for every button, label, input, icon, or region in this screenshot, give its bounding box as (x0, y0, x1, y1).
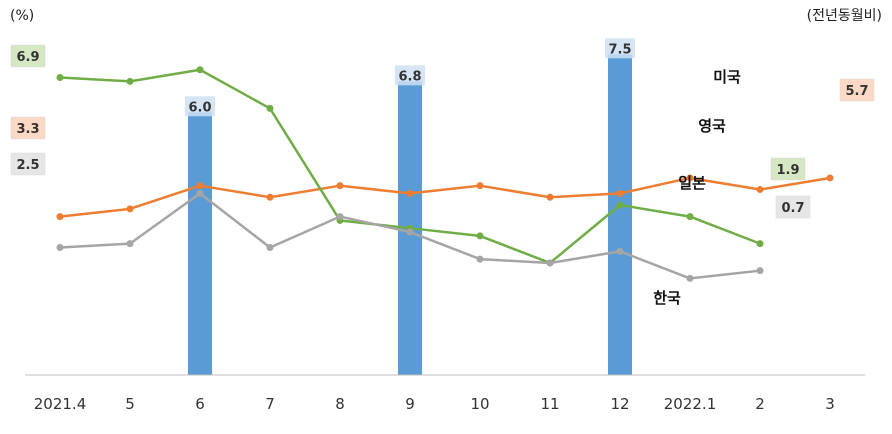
x-tick-label: 3 (825, 395, 835, 413)
point-series1-2022-1 (686, 213, 694, 221)
x-tick-label: 11 (540, 395, 559, 413)
point-series1-6 (196, 66, 204, 74)
point-series0-6 (196, 182, 204, 190)
bar-label-box-12 (605, 38, 635, 59)
x-tick-label: 2021.4 (34, 395, 87, 413)
data-label-box (10, 152, 46, 176)
series-name-label: 영국 (698, 117, 726, 135)
point-series0-11 (546, 193, 554, 201)
point-series2-2022-1 (686, 274, 694, 282)
series-name-label-korea: 한국 (653, 289, 681, 307)
point-series1-7 (266, 104, 274, 112)
point-series2-6 (196, 189, 204, 197)
data-label-3: 5.7 (845, 84, 868, 99)
point-series1-12 (616, 201, 624, 209)
bar-label-box-9 (395, 65, 425, 86)
point-series2-9 (406, 228, 414, 236)
point-series2-2 (756, 267, 764, 275)
series-name-label: 미국 (713, 68, 741, 86)
point-series0-5 (126, 205, 134, 213)
data-label-box (10, 116, 46, 140)
point-series0-10 (476, 182, 484, 190)
x-tick-label: 12 (610, 395, 629, 413)
series-name-label: 일본 (678, 174, 706, 192)
data-label-box (10, 44, 46, 68)
x-tick-label: 5 (125, 395, 135, 413)
data-label-2: 1.9 (776, 163, 799, 178)
comparison-basis-note: (전년동월비) (807, 8, 882, 24)
point-series0-7 (266, 193, 274, 201)
point-series0-2021-4 (56, 213, 64, 221)
y-unit-label: (%) (10, 8, 34, 24)
line-- (59, 176, 831, 218)
line-series-group (56, 66, 834, 282)
data-label-box (775, 195, 811, 219)
x-axis-tick-labels: 2021.4 5 6 7 8 9 10 11 12 2022.1 2 3 (34, 395, 835, 413)
bar-data-label-9: 6.8 (398, 69, 421, 84)
data-label-2: 0.7 (781, 201, 804, 216)
data-label-box (839, 78, 875, 102)
point-series0-3 (826, 174, 834, 182)
bar-korea-6 (188, 112, 212, 375)
bar-data-label-12: 7.5 (608, 42, 631, 57)
x-tick-label: 7 (265, 395, 275, 413)
x-tick-label: 6 (195, 395, 205, 413)
point-series2-2021-4 (56, 244, 64, 251)
point-series0-12 (616, 189, 624, 197)
point-series0-2022-1 (686, 174, 694, 182)
point-series1-2021-4 (56, 74, 64, 81)
data-label-2021-4: 2.5 (16, 158, 39, 173)
x-tick-label: 10 (470, 395, 489, 413)
x-tick-label: 8 (335, 395, 345, 413)
data-label-2021-4: 6.9 (16, 50, 39, 65)
point-series1-2 (756, 240, 764, 248)
data-label-box (770, 157, 806, 181)
point-series2-5 (126, 240, 134, 248)
bar-korea-12 (608, 54, 632, 376)
point-series0-2 (756, 186, 764, 194)
point-series2-7 (266, 244, 274, 251)
data-label-2021-4: 3.3 (16, 122, 39, 137)
point-series0-9 (406, 189, 414, 197)
x-tick-label: 2 (755, 395, 765, 413)
point-series1-5 (126, 77, 134, 85)
point-series2-8 (336, 213, 344, 221)
data-labels: 3.3 5.7 6.9 1.9 2.5 0.7 (10, 44, 875, 219)
x-tick-label: 2022.1 (664, 395, 717, 413)
point-series2-11 (546, 259, 554, 267)
x-tick-label: 9 (405, 395, 415, 413)
bar-data-label-6: 6.0 (188, 100, 211, 115)
point-series0-8 (336, 182, 344, 190)
point-series2-10 (476, 255, 484, 263)
point-series1-10 (476, 232, 484, 240)
bar-label-box-6 (185, 96, 215, 117)
bar-series-korea: 6.0 6.8 7.5 (185, 38, 635, 376)
point-series2-12 (616, 247, 624, 255)
